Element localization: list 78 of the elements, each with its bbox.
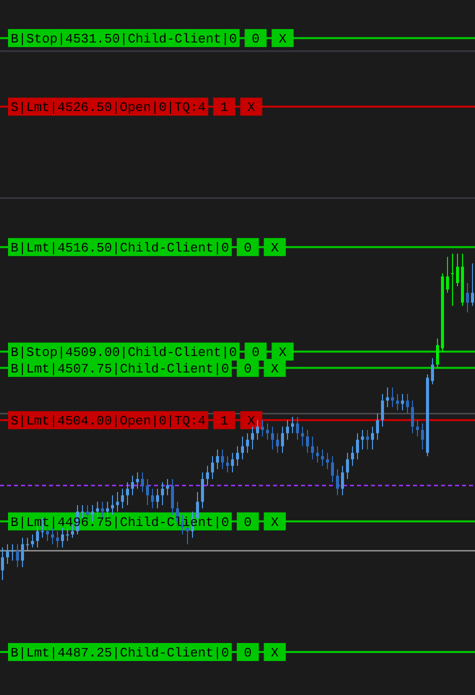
text: S|Lmt|4526.50|Open|0|TQ:4 1 X: [10, 100, 256, 116]
candlestick: [291, 416, 294, 434]
candlestick: [371, 426, 374, 450]
candlestick: [216, 449, 219, 470]
candlestick: [131, 475, 134, 496]
candlestick: [261, 420, 264, 437]
candlestick: [296, 416, 299, 440]
candlestick: [436, 338, 439, 368]
candlestick: [61, 527, 64, 548]
candlestick: [21, 537, 24, 568]
candlestick: [111, 494, 114, 516]
candlestick: [171, 478, 174, 516]
candlestick: [456, 253, 459, 287]
candlestick: [396, 394, 399, 411]
candlestick: [126, 482, 129, 506]
candlestick: [286, 420, 289, 440]
candlestick: [221, 449, 224, 470]
candlestick: [166, 478, 169, 496]
candlestick: [266, 422, 269, 440]
candlestick: [326, 452, 329, 470]
candlestick: [316, 446, 319, 464]
candlestick: [26, 537, 29, 552]
candlestick: [381, 394, 384, 428]
candlestick: [281, 426, 284, 454]
candlestick: [301, 426, 304, 447]
candlestick: [256, 420, 259, 440]
candlestick: [401, 394, 404, 411]
candlestick: [336, 468, 339, 496]
candlestick: [141, 472, 144, 492]
candlestick: [376, 413, 379, 440]
candlestick: [16, 544, 19, 568]
candlestick: [211, 456, 214, 480]
candlestick: [1, 547, 4, 581]
candlestick: [66, 527, 69, 542]
candlestick: [356, 432, 359, 460]
candlestick: [471, 262, 474, 306]
candlestick: [246, 432, 249, 454]
candlestick: [231, 452, 234, 473]
candlestick: [241, 436, 244, 460]
candlestick: [416, 420, 419, 437]
candlestick: [236, 446, 239, 466]
candlestick: [146, 478, 149, 506]
candlestick: [306, 429, 309, 454]
candlestick: [406, 394, 409, 414]
candlestick: [331, 456, 334, 483]
candlestick: [136, 472, 139, 490]
candlestick: [386, 387, 389, 408]
candlestick: [341, 465, 344, 496]
text: S|Lmt|4504.00|Open|0|TQ:4 1 X: [10, 414, 256, 429]
candlestick: [361, 429, 364, 450]
candlestick: [466, 282, 469, 313]
candlestick: [346, 452, 349, 480]
candlestick: [206, 465, 209, 486]
candlestick: [161, 482, 164, 506]
candlestick: [271, 426, 274, 450]
candlestick: [321, 449, 324, 466]
candlestick: [56, 530, 59, 548]
candlestick: [116, 492, 119, 512]
candlestick: [451, 253, 454, 306]
candlestick: [156, 488, 159, 509]
candlestick: [51, 527, 54, 545]
candlestick: [11, 544, 14, 562]
candlestick: [446, 256, 449, 294]
candlestick: [391, 387, 394, 408]
candlestick: [226, 456, 229, 473]
candlestick: [6, 544, 9, 564]
candlestick: [121, 488, 124, 509]
candlestick: [311, 436, 314, 460]
candlestick: [351, 446, 354, 466]
candlestick: [151, 488, 154, 509]
candlestick: [411, 400, 414, 434]
candlestick: [251, 426, 254, 450]
candlestick: [421, 422, 424, 450]
candlestick: [366, 429, 369, 450]
candlestick: [31, 534, 34, 548]
candlestick: [431, 358, 434, 385]
candlestick: [276, 432, 279, 454]
candlestick: [201, 472, 204, 509]
